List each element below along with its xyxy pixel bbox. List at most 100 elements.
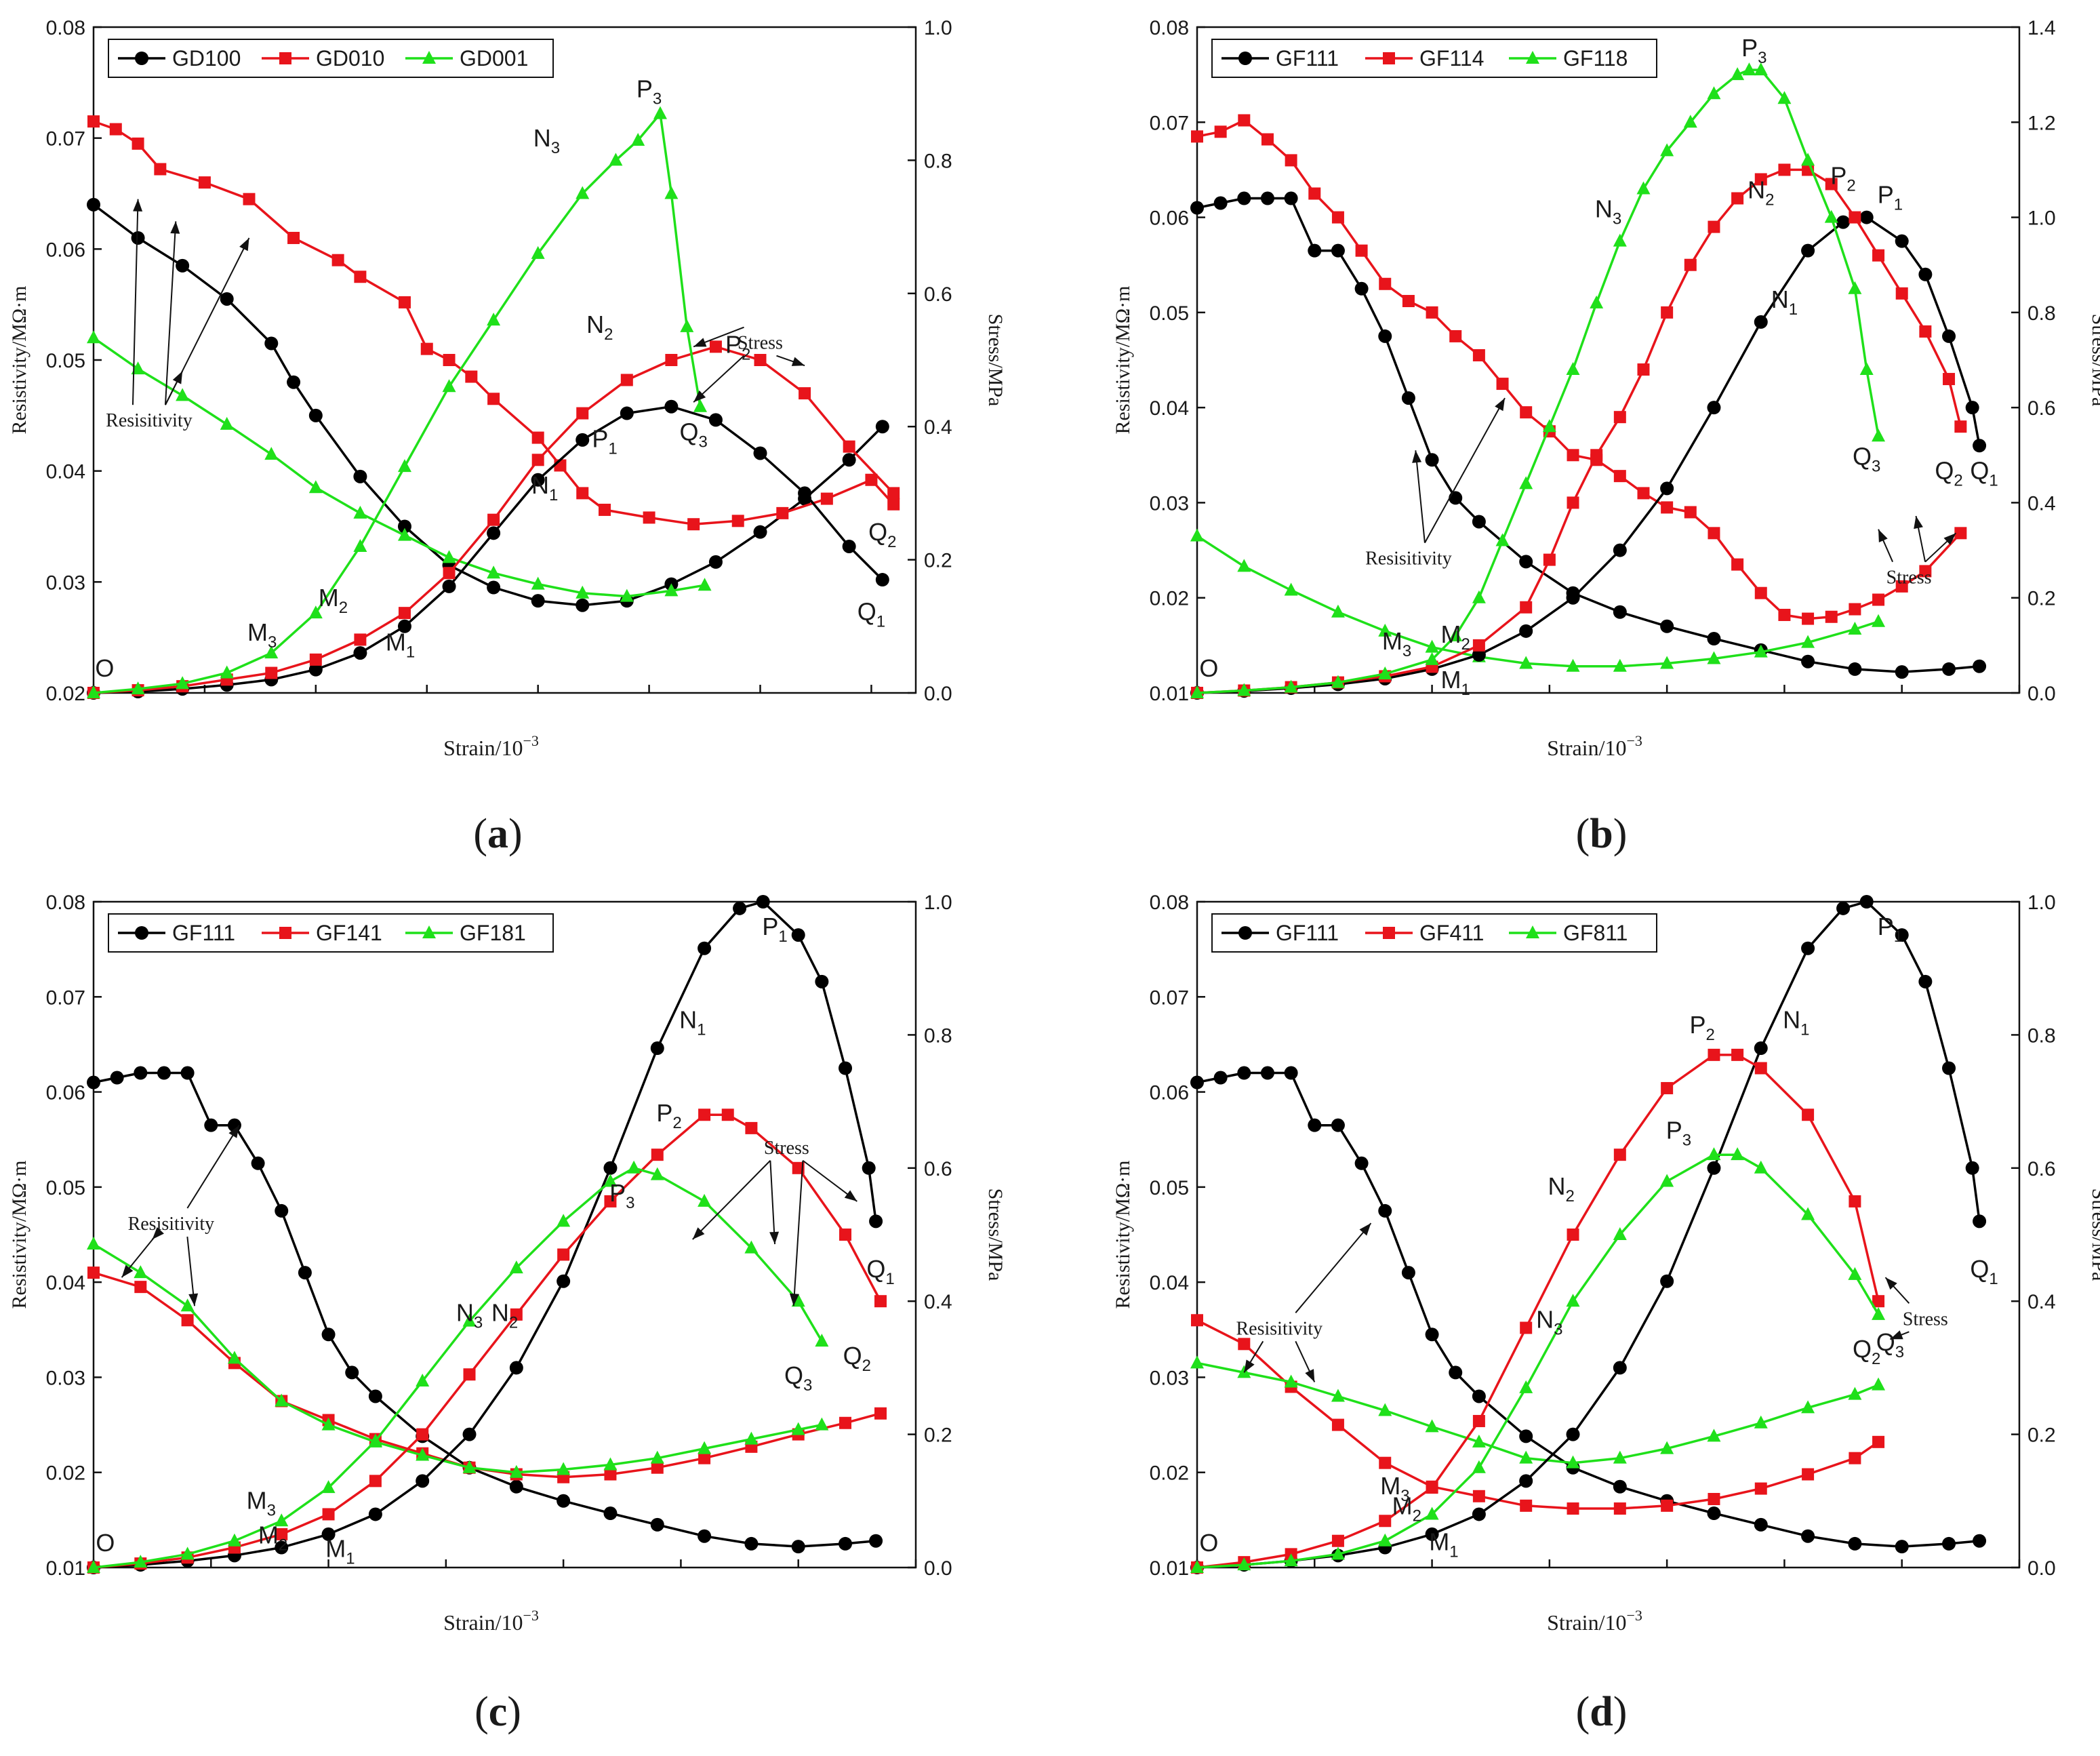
data-point: [1849, 1452, 1861, 1464]
data-point: [1754, 173, 1767, 186]
data-point: [176, 258, 190, 273]
point-label-sub: 1: [406, 643, 415, 661]
callout-arrow-head: [692, 1227, 705, 1240]
data-point: [650, 1450, 664, 1464]
data-point: [1965, 401, 1979, 415]
point-label: Q1: [866, 1255, 894, 1288]
data-point: [1848, 281, 1862, 294]
callout-stress: Stress: [1878, 515, 1957, 588]
y-right-axis-label: Stress/MPa: [2088, 1189, 2100, 1281]
data-point: [1824, 209, 1838, 223]
data-point: [698, 1109, 711, 1121]
point-label: M2: [258, 1521, 287, 1555]
y-right-tick-label: 0.0: [2027, 1557, 2056, 1580]
data-point: [1613, 1361, 1627, 1375]
point-label-sub: 2: [1954, 471, 1962, 490]
data-point: [620, 406, 634, 420]
y-left-tick-label: 0.05: [1150, 302, 1189, 325]
data-point: [1754, 62, 1768, 76]
point-label-main: P: [1666, 1116, 1682, 1144]
x-axis-label: Strain/10−3: [1547, 732, 1642, 760]
data-point: [1191, 1314, 1203, 1327]
data-point: [887, 498, 900, 511]
point-label-main: M: [1441, 620, 1461, 648]
data-point: [1637, 363, 1650, 376]
panel-label-close: ): [1613, 1689, 1628, 1735]
y-right-tick-label: 0.4: [2027, 492, 2056, 515]
legend-box: [108, 39, 554, 78]
y-right-axis-label: Stress/MPa: [984, 1189, 1007, 1281]
data-point: [1567, 449, 1579, 462]
y-left-tick-label: 0.01: [1150, 683, 1189, 705]
point-label: M2: [1441, 620, 1470, 654]
data-point: [1895, 1540, 1909, 1554]
point-label-sub: 1: [549, 486, 558, 504]
point-label-sub: 2: [1872, 1350, 1880, 1368]
legend: GD100 GD010 GD001: [108, 39, 554, 78]
data-point: [87, 685, 100, 698]
data-point: [664, 583, 679, 597]
panel-label-letter: a: [487, 811, 508, 857]
data-point: [1378, 623, 1392, 637]
callout-stress: Stress: [692, 1138, 857, 1306]
point-label: Q3: [784, 1361, 812, 1395]
data-point: [251, 1156, 265, 1170]
y-left-tick-label: 0.02: [1150, 588, 1189, 610]
point-label: Q3: [1876, 1328, 1904, 1361]
data-point: [709, 340, 722, 353]
point-label-main: Q: [1935, 456, 1954, 484]
data-point: [1942, 1536, 1956, 1551]
data-point: [620, 374, 633, 386]
data-point: [1849, 603, 1861, 616]
data-point: [154, 163, 167, 176]
data-point: [1449, 1365, 1463, 1380]
data-point: [1613, 470, 1626, 483]
legend-box: [1211, 913, 1657, 953]
data-point: [416, 1474, 430, 1488]
y-left-tick-label: 0.06: [46, 239, 85, 261]
point-label-main: M: [319, 584, 339, 612]
data-point: [1836, 215, 1851, 229]
data-point: [1707, 1147, 1721, 1161]
data-point: [1707, 1506, 1721, 1521]
data-point: [1284, 1553, 1298, 1567]
data-point: [398, 607, 411, 620]
data-point: [509, 1464, 523, 1478]
y-left-tick-label: 0.04: [46, 1272, 85, 1294]
series-gf111-resistivity: [87, 1066, 883, 1554]
callout-arrow-line: [132, 199, 139, 405]
point-label-main: P: [1741, 34, 1758, 62]
data-point: [869, 1534, 883, 1548]
panel-label-open: (: [1576, 811, 1590, 857]
point-label-main: M: [1380, 1472, 1400, 1500]
point-label-main: M: [1441, 666, 1461, 694]
y-right-tick-label: 0.8: [2027, 302, 2056, 325]
callout-arrow-head: [693, 338, 707, 347]
data-point: [1190, 685, 1204, 698]
data-point: [1567, 1502, 1579, 1515]
legend-label: GF118: [1563, 46, 1628, 71]
data-point: [1237, 559, 1251, 572]
data-point: [1308, 1118, 1322, 1132]
legend-label: GD001: [460, 46, 528, 71]
legend-label: GF111: [172, 921, 235, 945]
y-left-tick-label: 0.07: [1150, 112, 1189, 134]
point-label: P2: [1689, 1011, 1714, 1044]
data-point: [87, 197, 100, 212]
callout-arrow-head: [133, 199, 143, 212]
point-label-sub: 1: [1461, 681, 1470, 699]
data-point: [698, 1529, 712, 1543]
data-point: [698, 941, 712, 955]
x-axis-label: Strain/10−3: [1547, 1607, 1642, 1635]
data-point: [1566, 658, 1580, 672]
data-point: [576, 186, 590, 199]
point-label-main: Q: [679, 418, 698, 445]
data-point: [1284, 1374, 1298, 1388]
data-point: [791, 928, 805, 942]
data-point: [1848, 1536, 1862, 1551]
data-point: [1519, 1474, 1533, 1488]
data-point: [1731, 67, 1745, 81]
data-point: [1378, 1203, 1392, 1218]
data-point: [1801, 243, 1815, 258]
callout-stress: Stress: [693, 326, 805, 403]
